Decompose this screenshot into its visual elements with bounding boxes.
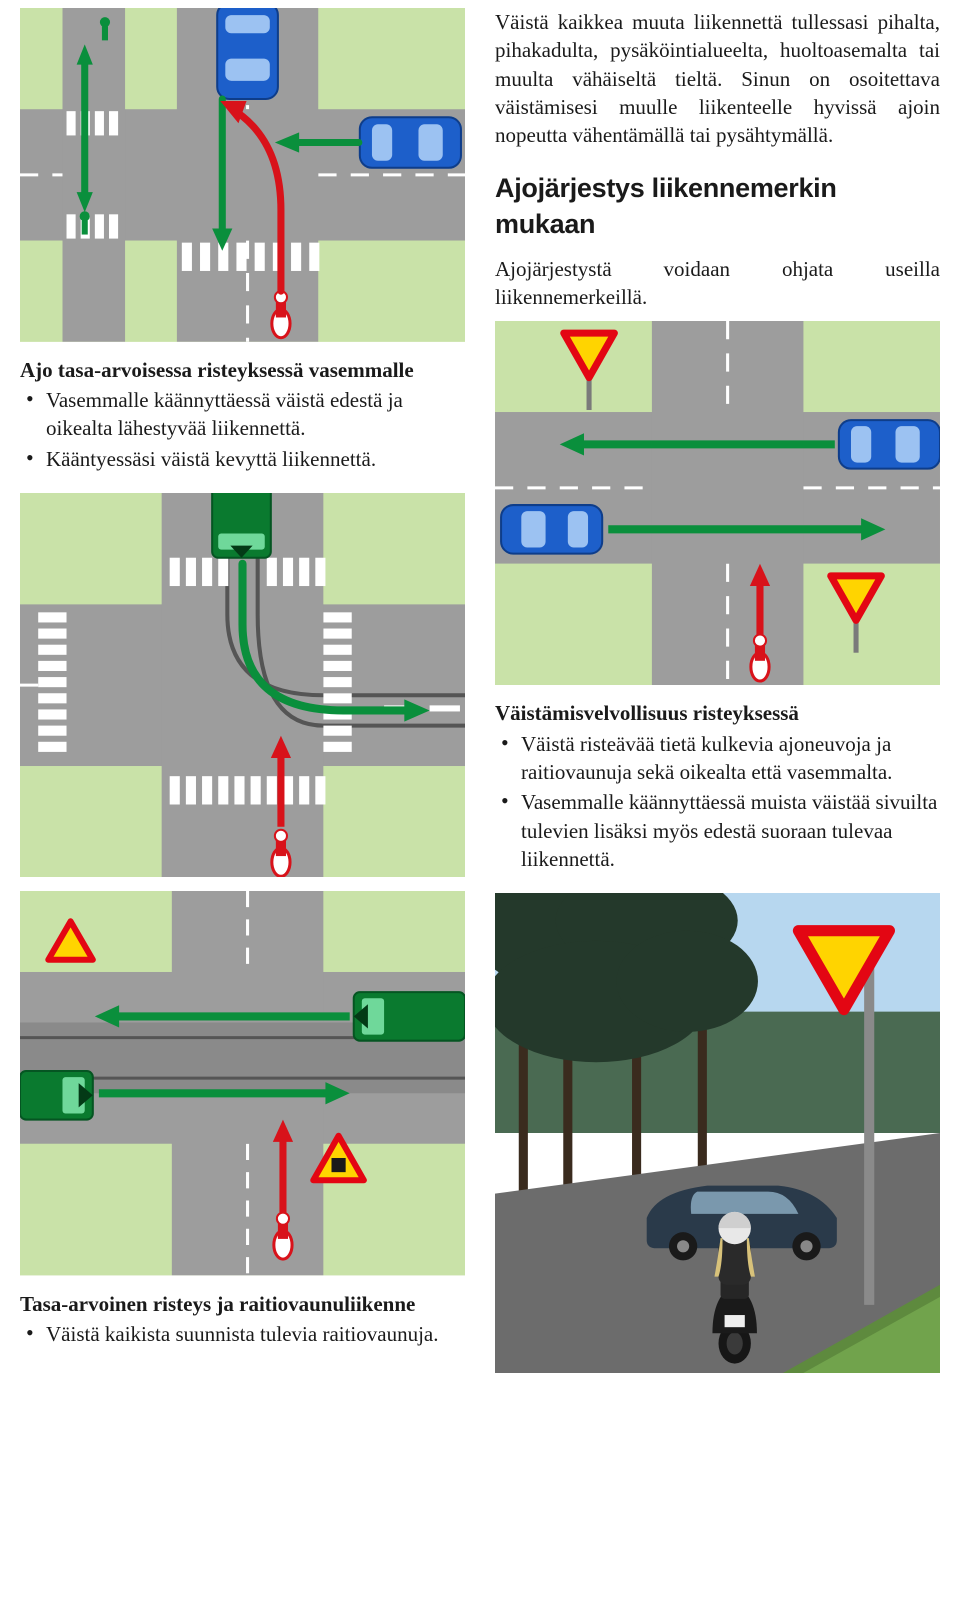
diagram-left-turn-equal-intersection [20,8,465,342]
diagram-tram-equal-intersection [20,891,465,1275]
bullet-list-1: Vasemmalle käännyttäessä väistä edestä j… [20,386,465,473]
right-column: Väistä kaikkea muuta liikennettä tulless… [495,8,940,1373]
caption-title-4: Väistämisvelvollisuus risteyksessä [495,699,940,727]
tram-right-icon [354,993,465,1042]
list-item: Väistä kaikista suunnista tulevia raitio… [20,1320,465,1348]
car-right-icon [360,117,461,168]
bullet-list-4: Väistä risteävää tietä kulkevia ajoneuvo… [495,730,940,874]
car-left-icon [501,505,602,554]
moped-icon [751,635,769,682]
intro-paragraph: Väistä kaikkea muuta liikennettä tulless… [495,8,940,150]
caption-title-1: Ajo tasa-arvoisessa risteyksessä vasemma… [20,356,465,384]
intro2-paragraph: Ajojärjestystä voidaan ohjata useilla li… [495,255,940,312]
diagram-yield-sign [495,321,940,685]
moped-icon [274,1213,292,1260]
section-heading: Ajojärjestys liikennemerkin mukaan [495,170,940,243]
list-item: Kääntyessäsi väistä kevyttä liikennettä. [20,445,465,473]
page-two-column: Ajo tasa-arvoisessa risteyksessä vasemma… [20,8,940,1373]
car-top-icon [217,8,278,99]
list-item: Vasemmalle käännyttäessä muista väistää … [495,788,940,873]
bullet-list-3: Väistä kaikista suunnista tulevia raitio… [20,1320,465,1348]
moped-bottom-icon [272,291,290,338]
car-right-icon [839,420,940,469]
list-item: Vasemmalle käännyttäessä väistä edestä j… [20,386,465,443]
photo-moped-yield-sign [495,893,940,1373]
tram-icon [212,493,271,558]
tram-left-icon [20,1071,93,1120]
left-column: Ajo tasa-arvoisessa risteyksessä vasemma… [20,8,465,1373]
list-item: Väistä risteävää tietä kulkevia ajoneuvo… [495,730,940,787]
diagram-tram-turn [20,493,465,877]
moped-icon [272,830,290,877]
caption-title-3: Tasa-arvoinen risteys ja raitiovaunuliik… [20,1290,465,1318]
